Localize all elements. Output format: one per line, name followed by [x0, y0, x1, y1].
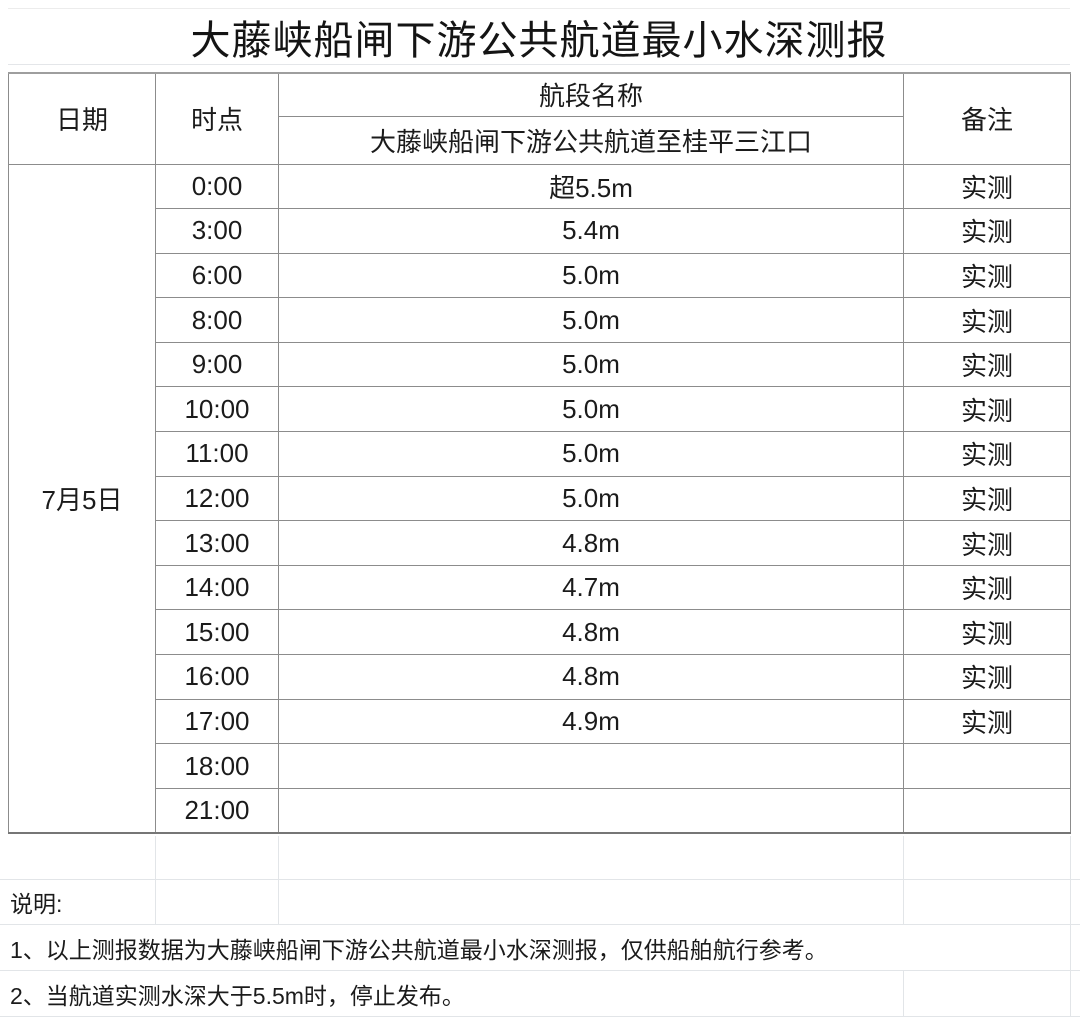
time-cell: 9:00 [155, 341, 279, 388]
table-row: 18:00 [9, 743, 1071, 789]
time-cell: 14:00 [155, 564, 279, 611]
depth-cell: 5.4m [278, 208, 904, 254]
remark-cell: 实测 [903, 564, 1071, 611]
gridline-under-title [8, 64, 1070, 65]
remark-cell [903, 743, 1071, 789]
gridline-vertical [155, 880, 156, 924]
remark-cell: 实测 [903, 475, 1071, 522]
gridline-vertical [155, 836, 156, 879]
time-cell: 17:00 [155, 698, 279, 745]
depth-cell: 4.8m [278, 654, 904, 700]
time-cell: 0:00 [155, 163, 279, 210]
date-cell: 7月5日 [8, 163, 156, 834]
gridline-vertical [903, 880, 904, 924]
time-cell: 16:00 [155, 654, 279, 700]
remark-cell: 实测 [903, 341, 1071, 388]
note-row-2: 2、当航道实测水深大于5.5m时，停止发布。 [0, 971, 1080, 1017]
table-row: 16:00 4.8m 实测 [9, 654, 1071, 700]
time-cell: 11:00 [155, 431, 279, 477]
table-row: 15:00 4.8m 实测 [9, 609, 1071, 656]
note-item-2: 2、当航道实测水深大于5.5m时，停止发布。 [10, 982, 465, 1009]
gridline-vertical [278, 836, 279, 879]
time-cell: 6:00 [155, 252, 279, 299]
remark-cell: 实测 [903, 698, 1071, 745]
depth-cell: 5.0m [278, 341, 904, 388]
depth-cell: 5.0m [278, 252, 904, 299]
header-remark: 备注 [903, 72, 1071, 165]
gridline-vertical [1070, 836, 1071, 879]
table-row: 13:00 4.8m 实测 [9, 520, 1071, 566]
depth-table: 日期 时点 航段名称 备注 大藤峡船闸下游公共航道至桂平三江口 7月5日 0:0… [8, 72, 1071, 834]
remark-cell: 实测 [903, 431, 1071, 477]
depth-cell: 5.0m [278, 431, 904, 477]
remark-cell [903, 787, 1071, 834]
notes-label: 说明: [10, 891, 63, 917]
gridline-vertical [278, 880, 279, 924]
gridline-vertical [1070, 880, 1071, 924]
table-row: 6:00 5.0m 实测 [9, 252, 1071, 299]
header-row-2: 大藤峡船闸下游公共航道至桂平三江口 [9, 115, 1071, 165]
table-row: 9:00 5.0m 实测 [9, 341, 1071, 388]
time-cell: 10:00 [155, 386, 279, 433]
notes-label-row: 说明: [0, 880, 1080, 925]
header-segment-group: 航段名称 [278, 72, 904, 117]
gridline-vertical [903, 971, 904, 1016]
table-row: 14:00 4.7m 实测 [9, 564, 1071, 611]
depth-cell [278, 743, 904, 789]
depth-cell: 4.8m [278, 609, 904, 656]
remark-cell: 实测 [903, 520, 1071, 566]
time-cell: 13:00 [155, 520, 279, 566]
depth-cell: 5.0m [278, 297, 904, 343]
remark-cell: 实测 [903, 208, 1071, 254]
table-row: 7月5日 0:00 超5.5m 实测 [8, 163, 1071, 834]
time-cell: 15:00 [155, 609, 279, 656]
depth-cell: 5.0m [278, 475, 904, 522]
header-segment-name: 大藤峡船闸下游公共航道至桂平三江口 [278, 115, 904, 165]
table-row: 17:00 4.9m 实测 [9, 698, 1071, 745]
depth-cell: 5.0m [278, 386, 904, 433]
time-cell: 3:00 [155, 208, 279, 254]
depth-cell: 4.8m [278, 520, 904, 566]
page-title: 大藤峡船闸下游公共航道最小水深测报 [190, 19, 888, 63]
remark-cell: 实测 [903, 163, 1071, 210]
remark-cell: 实测 [903, 386, 1071, 433]
table-row: 12:00 5.0m 实测 [9, 475, 1071, 522]
gridline-vertical [1070, 925, 1071, 970]
remark-cell: 实测 [903, 297, 1071, 343]
grid-blank-row [0, 836, 1080, 880]
gridline-vertical [903, 836, 904, 879]
remark-cell: 实测 [903, 654, 1071, 700]
depth-cell: 4.7m [278, 564, 904, 611]
table-row: 21:00 [9, 787, 1071, 834]
header-date: 日期 [8, 72, 156, 165]
depth-cell: 超5.5m [278, 163, 904, 210]
table-row: 3:00 5.4m 实测 [9, 208, 1071, 254]
table-row: 10:00 5.0m 实测 [9, 386, 1071, 433]
header-time: 时点 [155, 72, 279, 165]
note-item-1: 1、以上测报数据为大藤峡船闸下游公共航道最小水深测报，仅供船舶航行参考。 [10, 936, 828, 963]
time-cell: 8:00 [155, 297, 279, 343]
table-row: 11:00 5.0m 实测 [9, 431, 1071, 477]
gridline-vertical [1070, 971, 1071, 1016]
table-row: 8:00 5.0m 实测 [9, 297, 1071, 343]
time-cell: 21:00 [155, 787, 279, 834]
gridline-top [8, 8, 1070, 9]
remark-cell: 实测 [903, 252, 1071, 299]
time-cell: 12:00 [155, 475, 279, 522]
remark-cell: 实测 [903, 609, 1071, 656]
time-cell: 18:00 [155, 743, 279, 789]
header-row-1: 日期 时点 航段名称 备注 [8, 72, 1071, 165]
depth-cell: 4.9m [278, 698, 904, 745]
note-row-1: 1、以上测报数据为大藤峡船闸下游公共航道最小水深测报，仅供船舶航行参考。 [0, 925, 1080, 971]
depth-cell [278, 787, 904, 834]
